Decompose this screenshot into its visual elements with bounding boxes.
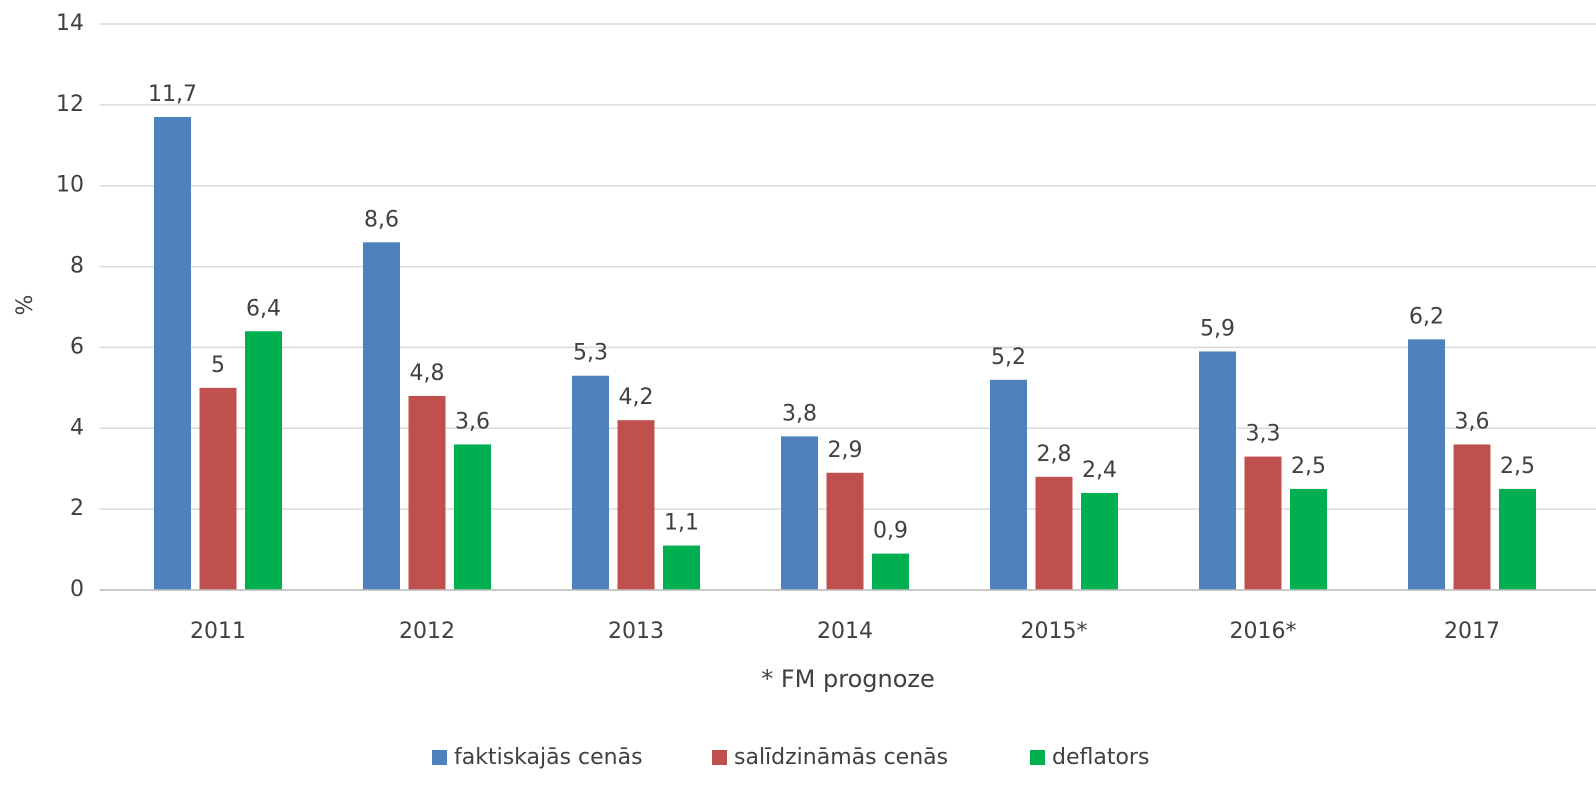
bar	[1499, 488, 1536, 590]
y-tick-label: 12	[56, 92, 84, 117]
bar	[408, 395, 446, 590]
legend-label: deflators	[1052, 745, 1149, 770]
data-label: 6,4	[246, 296, 281, 321]
data-label: 5	[211, 353, 225, 378]
data-label: 2,5	[1291, 454, 1326, 479]
x-tick-label: 2011	[190, 619, 246, 644]
x-axis-label: * FM prognoze	[761, 665, 935, 693]
data-label: 5,2	[991, 345, 1026, 370]
data-label: 0,9	[873, 519, 908, 544]
bar	[990, 379, 1027, 590]
y-tick-label: 10	[56, 173, 84, 198]
bar	[154, 116, 191, 590]
legend-swatch	[1030, 750, 1045, 765]
data-label: 2,8	[1037, 442, 1072, 467]
data-label: 3,6	[1455, 409, 1490, 434]
y-tick-label: 4	[70, 415, 84, 440]
bar	[1199, 351, 1236, 590]
bar	[363, 242, 400, 591]
data-label: 8,6	[364, 207, 399, 232]
legend-swatch	[432, 750, 447, 765]
y-tick-label: 6	[70, 334, 84, 359]
bar	[617, 420, 655, 590]
bar	[1408, 339, 1445, 590]
legend-label: salīdzināmās cenās	[734, 745, 948, 770]
bar	[454, 444, 491, 590]
legend-swatch	[712, 750, 727, 765]
bar	[1244, 456, 1282, 590]
data-label: 3,6	[455, 409, 490, 434]
data-label: 2,4	[1082, 458, 1117, 483]
x-tick-label: 2016*	[1230, 619, 1297, 644]
bar	[781, 436, 818, 590]
data-label: 3,8	[782, 401, 817, 426]
data-label: 2,9	[828, 438, 863, 463]
x-tick-label: 2013	[608, 619, 664, 644]
bar	[1290, 488, 1327, 590]
bar	[1081, 492, 1118, 590]
x-tick-label: 2017	[1444, 619, 1500, 644]
bar	[1453, 444, 1491, 590]
data-label: 4,8	[410, 361, 445, 386]
y-tick-label: 14	[56, 11, 84, 36]
data-label: 3,3	[1246, 422, 1281, 447]
bar	[872, 553, 909, 590]
bar	[245, 331, 282, 590]
data-label: 5,3	[573, 341, 608, 366]
y-tick-label: 0	[70, 577, 84, 602]
bar	[572, 375, 609, 590]
data-label: 2,5	[1500, 454, 1535, 479]
bar	[1035, 476, 1073, 590]
bar	[663, 545, 700, 590]
data-label: 6,2	[1409, 304, 1444, 329]
y-axis-label: %	[13, 295, 38, 316]
data-label: 5,9	[1200, 316, 1235, 341]
x-tick-label: 2012	[399, 619, 455, 644]
data-label: 1,1	[664, 511, 699, 536]
x-tick-label: 2014	[817, 619, 873, 644]
bar	[199, 387, 237, 590]
legend-label: faktiskajās cenās	[454, 745, 643, 770]
y-tick-label: 2	[70, 496, 84, 521]
data-label: 4,2	[619, 385, 654, 410]
data-label: 11,7	[148, 82, 197, 107]
y-tick-label: 8	[70, 254, 84, 279]
bar	[826, 472, 864, 590]
x-tick-label: 2015*	[1021, 619, 1088, 644]
